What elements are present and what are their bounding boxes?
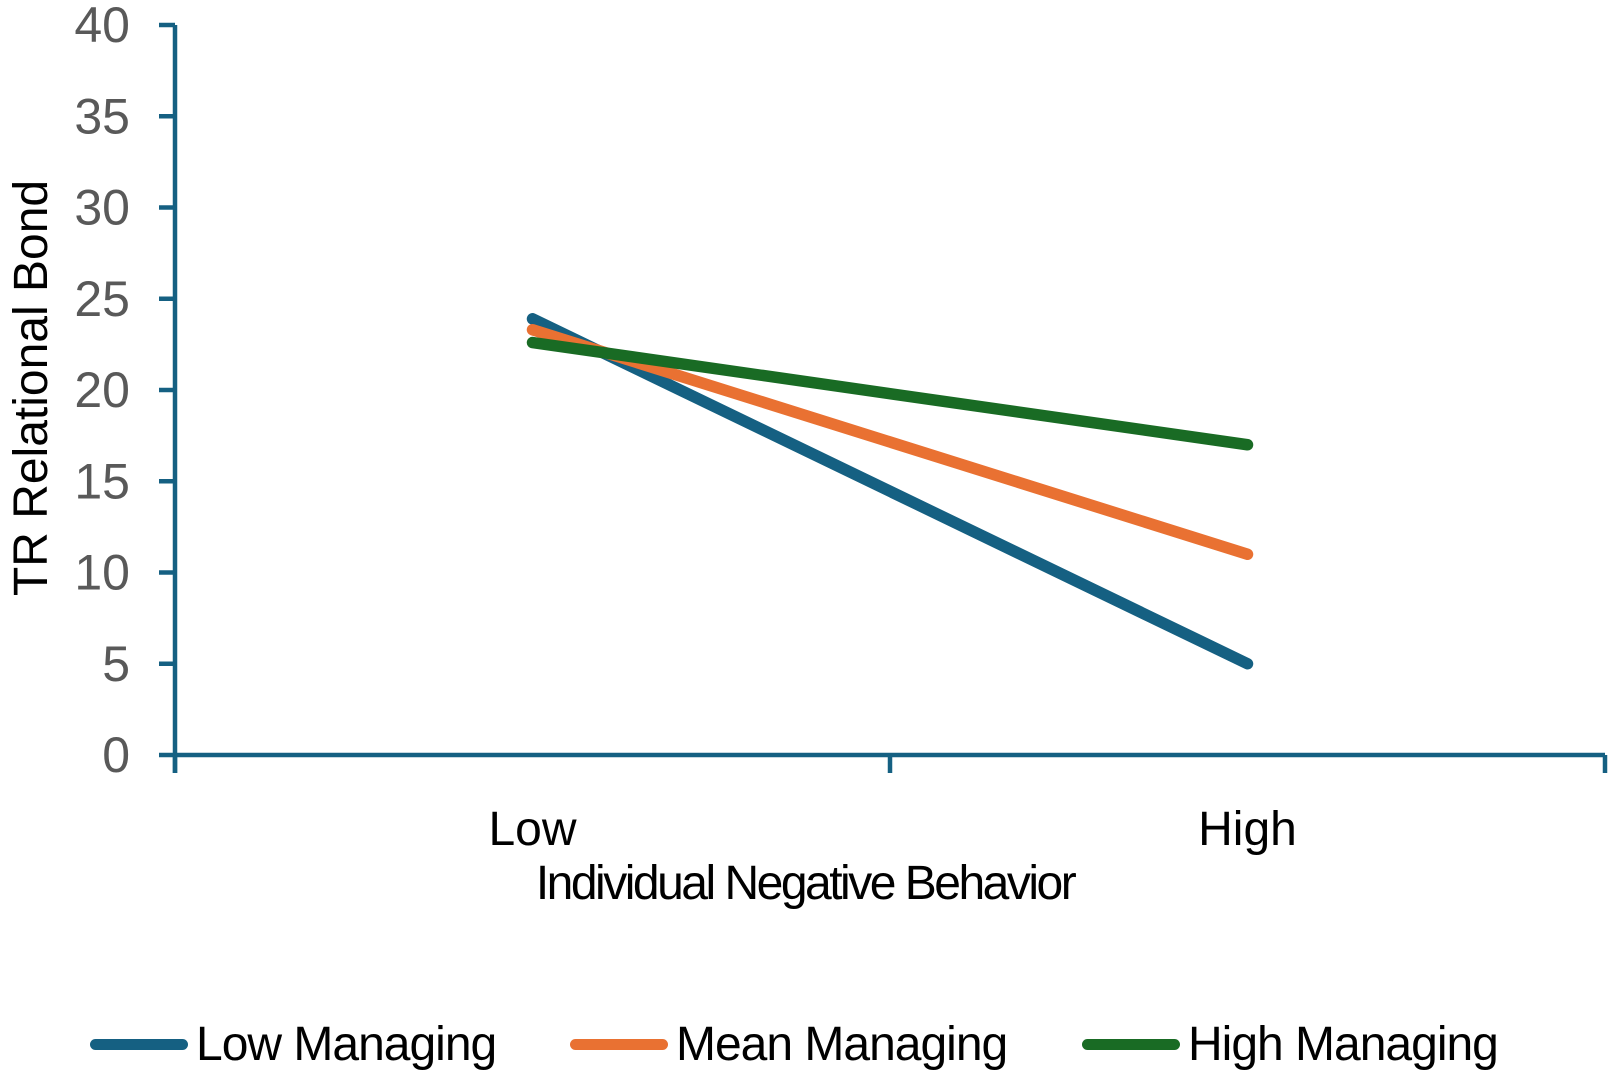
y-axis-title: TR Relational Bond bbox=[5, 179, 58, 597]
legend-label: Mean Managing bbox=[676, 1017, 1008, 1071]
y-tick-label: 15 bbox=[74, 453, 130, 509]
series-line-low-managing bbox=[526, 313, 1254, 670]
legend-line-swatch bbox=[90, 1038, 188, 1050]
x-axis-title: Individual Negative Behavior bbox=[535, 857, 1077, 910]
legend-line-swatch bbox=[1082, 1038, 1180, 1050]
legend: Low Managing Mean Managing High Managing bbox=[0, 1017, 1610, 1071]
legend-item-mean-managing: Mean Managing bbox=[570, 1017, 1008, 1071]
y-tick-label: 20 bbox=[74, 362, 130, 418]
y-tick-label: 40 bbox=[74, 0, 130, 53]
legend-item-high-managing: High Managing bbox=[1082, 1017, 1499, 1071]
y-tick-label: 35 bbox=[74, 88, 130, 144]
legend-label: High Managing bbox=[1188, 1017, 1499, 1071]
legend-label: Low Managing bbox=[196, 1017, 497, 1071]
y-tick-label: 30 bbox=[74, 180, 130, 236]
legend-line-swatch bbox=[570, 1038, 668, 1050]
series-line-mean-managing bbox=[526, 324, 1254, 560]
x-category-label: Low bbox=[488, 803, 576, 856]
series-line-high-managing bbox=[526, 336, 1254, 451]
legend-item-low-managing: Low Managing bbox=[90, 1017, 497, 1071]
x-category-label: High bbox=[1198, 803, 1297, 856]
y-tick-label: 5 bbox=[102, 636, 130, 692]
y-tick-label: 25 bbox=[74, 271, 130, 327]
y-tick-label: 0 bbox=[102, 727, 130, 783]
y-tick-label: 10 bbox=[74, 545, 130, 601]
